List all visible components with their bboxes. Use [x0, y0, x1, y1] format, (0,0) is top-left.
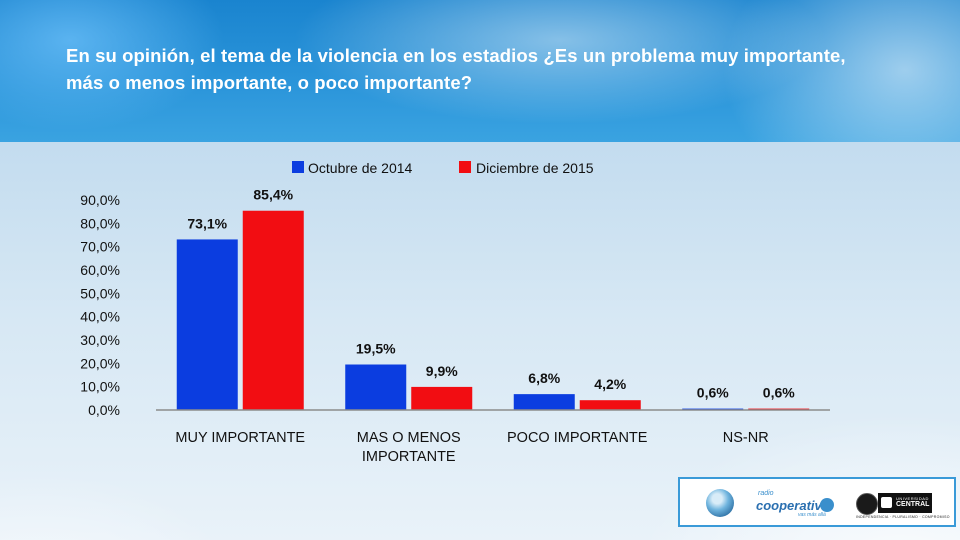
bar [345, 364, 407, 410]
y-tick-label: 80,0% [80, 215, 120, 231]
y-tick-label: 30,0% [80, 332, 120, 348]
header-banner [0, 0, 960, 142]
bar [411, 386, 473, 410]
chart-legend: Octubre de 2014 Diciembre de 2015 [292, 160, 594, 176]
y-tick-label: 40,0% [80, 309, 120, 325]
data-label: 0,6% [697, 385, 729, 401]
universidad-central-logo: UNIVERSIDAD CENTRAL [878, 493, 932, 513]
data-label: 0,6% [763, 385, 795, 401]
y-tick-label: 90,0% [80, 192, 120, 208]
bar [176, 239, 238, 410]
legend-swatch [292, 161, 304, 173]
y-tick-label: 60,0% [80, 262, 120, 278]
y-tick-label: 50,0% [80, 285, 120, 301]
data-label: 4,2% [594, 376, 626, 392]
bar [513, 394, 575, 410]
y-tick-label: 0,0% [88, 402, 120, 418]
data-labels: 73,1% 85,4% 19,5% 9,9% 6,8% 4,2% 0,6% 0,6% [187, 187, 795, 401]
university-motto: INDEPENDENCIA · PLURALISMO · COMPROMISO [856, 515, 950, 519]
bar [242, 210, 304, 410]
radio-cooperativa-logo: radio cooperativa vas más allá [754, 490, 844, 519]
bar [579, 400, 641, 410]
x-category-label: MUY IMPORTANTE [175, 430, 305, 446]
y-axis: 0,0% 10,0% 20,0% 30,0% 40,0% 50,0% 60,0% 70,0% 8… [80, 192, 120, 418]
data-label: 6,8% [528, 370, 560, 386]
data-label: 9,9% [426, 363, 458, 379]
sponsor-logos: radio cooperativa vas más allá UNIVERSID… [678, 477, 956, 527]
data-label: 19,5% [356, 341, 396, 357]
x-category-label: POCO IMPORTANTE [507, 430, 648, 446]
cooperativa-mark-icon [820, 498, 834, 512]
survey-question-title: En su opinión, el tema de la violencia e… [66, 45, 846, 93]
data-label: 85,4% [253, 187, 293, 203]
data-label: 73,1% [187, 215, 227, 231]
bars [176, 210, 810, 411]
globe-logo-icon [706, 489, 734, 517]
x-category-label: MAS O MENOS [357, 430, 461, 446]
y-tick-label: 20,0% [80, 355, 120, 371]
y-tick-label: 70,0% [80, 239, 120, 255]
legend-swatch [459, 161, 471, 173]
legend-label: Diciembre de 2015 [476, 160, 594, 176]
university-seal-icon [856, 493, 878, 515]
x-axis: MUY IMPORTANTE MAS O MENOS IMPORTANTE POCO … [156, 409, 830, 465]
x-category-label: NS-NR [723, 430, 769, 446]
x-category-label: IMPORTANTE [362, 449, 456, 465]
y-tick-label: 10,0% [80, 379, 120, 395]
legend-label: Octubre de 2014 [308, 160, 413, 176]
slide-background [0, 142, 960, 540]
